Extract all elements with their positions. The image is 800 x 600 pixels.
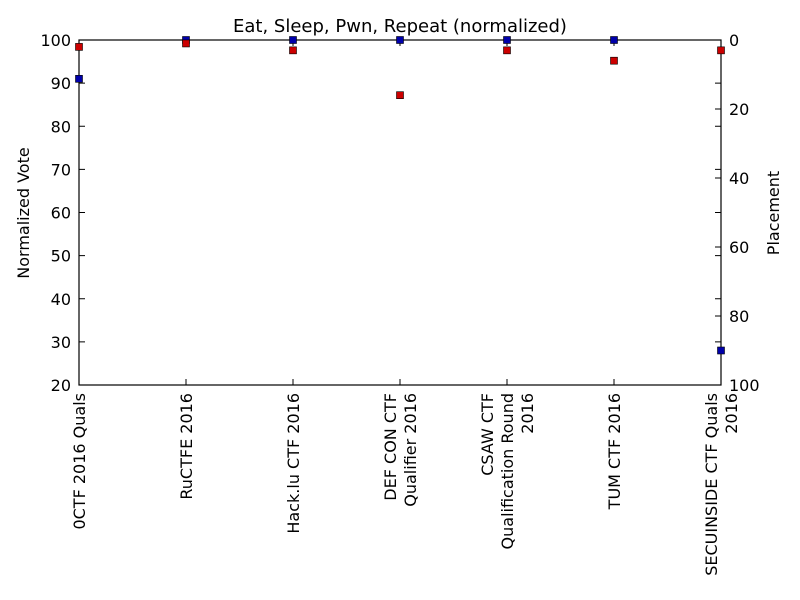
placement-point xyxy=(75,43,83,51)
x-tick-label-line: TUM CTF 2016 xyxy=(605,393,624,510)
placement-point xyxy=(289,46,297,55)
x-tick-label: DEF CON CTF Qualifier 2016 xyxy=(381,393,420,507)
placement-point xyxy=(396,91,404,99)
right-tick-label: 40 xyxy=(729,169,749,188)
vote-point xyxy=(75,75,83,83)
left-tick-label: 50 xyxy=(51,247,71,266)
vote-point xyxy=(503,36,511,44)
left-tick-label: 40 xyxy=(51,290,71,309)
x-tick-label-line: Qualification Round xyxy=(498,393,517,549)
left-tick-label: 30 xyxy=(51,333,71,352)
vote-point xyxy=(396,36,404,44)
left-tick-label: 100 xyxy=(40,31,71,50)
x-tick-label: RuCTFE 2016 xyxy=(177,393,196,500)
x-tick-label-line: 2016 xyxy=(518,393,537,434)
vote-point xyxy=(289,36,297,44)
x-tick-label: SECUINSIDE CTF Quals 2016 xyxy=(702,393,741,576)
right-tick-label: 20 xyxy=(729,100,749,119)
left-tick-label: 20 xyxy=(51,376,71,395)
placement-point xyxy=(717,46,725,55)
chart-title: Eat, Sleep, Pwn, Repeat (normalized) xyxy=(233,16,567,37)
left-tick-label: 90 xyxy=(51,74,71,93)
left-axis-label: Normalized Vote xyxy=(14,147,33,278)
vote-point xyxy=(610,36,618,44)
vote-point xyxy=(717,346,725,355)
x-tick-label-line: Hack.lu CTF 2016 xyxy=(284,393,303,534)
right-tick-label: 80 xyxy=(729,307,749,326)
placement-point xyxy=(503,46,511,55)
right-tick-label: 60 xyxy=(729,238,749,257)
x-tick-label-line: RuCTFE 2016 xyxy=(177,393,196,500)
x-tick-label-line: Qualifier 2016 xyxy=(401,393,420,507)
right-tick-label: 100 xyxy=(729,376,760,395)
x-tick-label: 0CTF 2016 Quals xyxy=(70,393,89,530)
x-tick-label: Hack.lu CTF 2016 xyxy=(284,393,303,534)
x-tick-label: CSAW CTF Qualification Round 2016 xyxy=(478,393,537,549)
left-tick-label: 80 xyxy=(51,117,71,136)
placement-point xyxy=(182,39,190,48)
left-tick-label: 60 xyxy=(51,204,71,223)
placement-point xyxy=(610,56,618,65)
x-tick-label-line: DEF CON CTF xyxy=(381,393,400,501)
right-axis-label: Placement xyxy=(764,171,783,255)
x-tick-label: TUM CTF 2016 xyxy=(605,393,624,510)
plot-area: 20 30 40 50 60 70 80 90 100 0 20 40 60 80 100 0CTF 2016… xyxy=(40,31,759,576)
left-tick-label: 70 xyxy=(51,160,71,179)
right-tick-label: 0 xyxy=(729,31,739,50)
x-tick-label-line: 2016 xyxy=(722,393,741,434)
x-tick-label-line: 0CTF 2016 Quals xyxy=(70,393,89,530)
x-tick-label-line: SECUINSIDE CTF Quals xyxy=(702,393,721,576)
x-tick-label-line: CSAW CTF xyxy=(478,393,497,476)
